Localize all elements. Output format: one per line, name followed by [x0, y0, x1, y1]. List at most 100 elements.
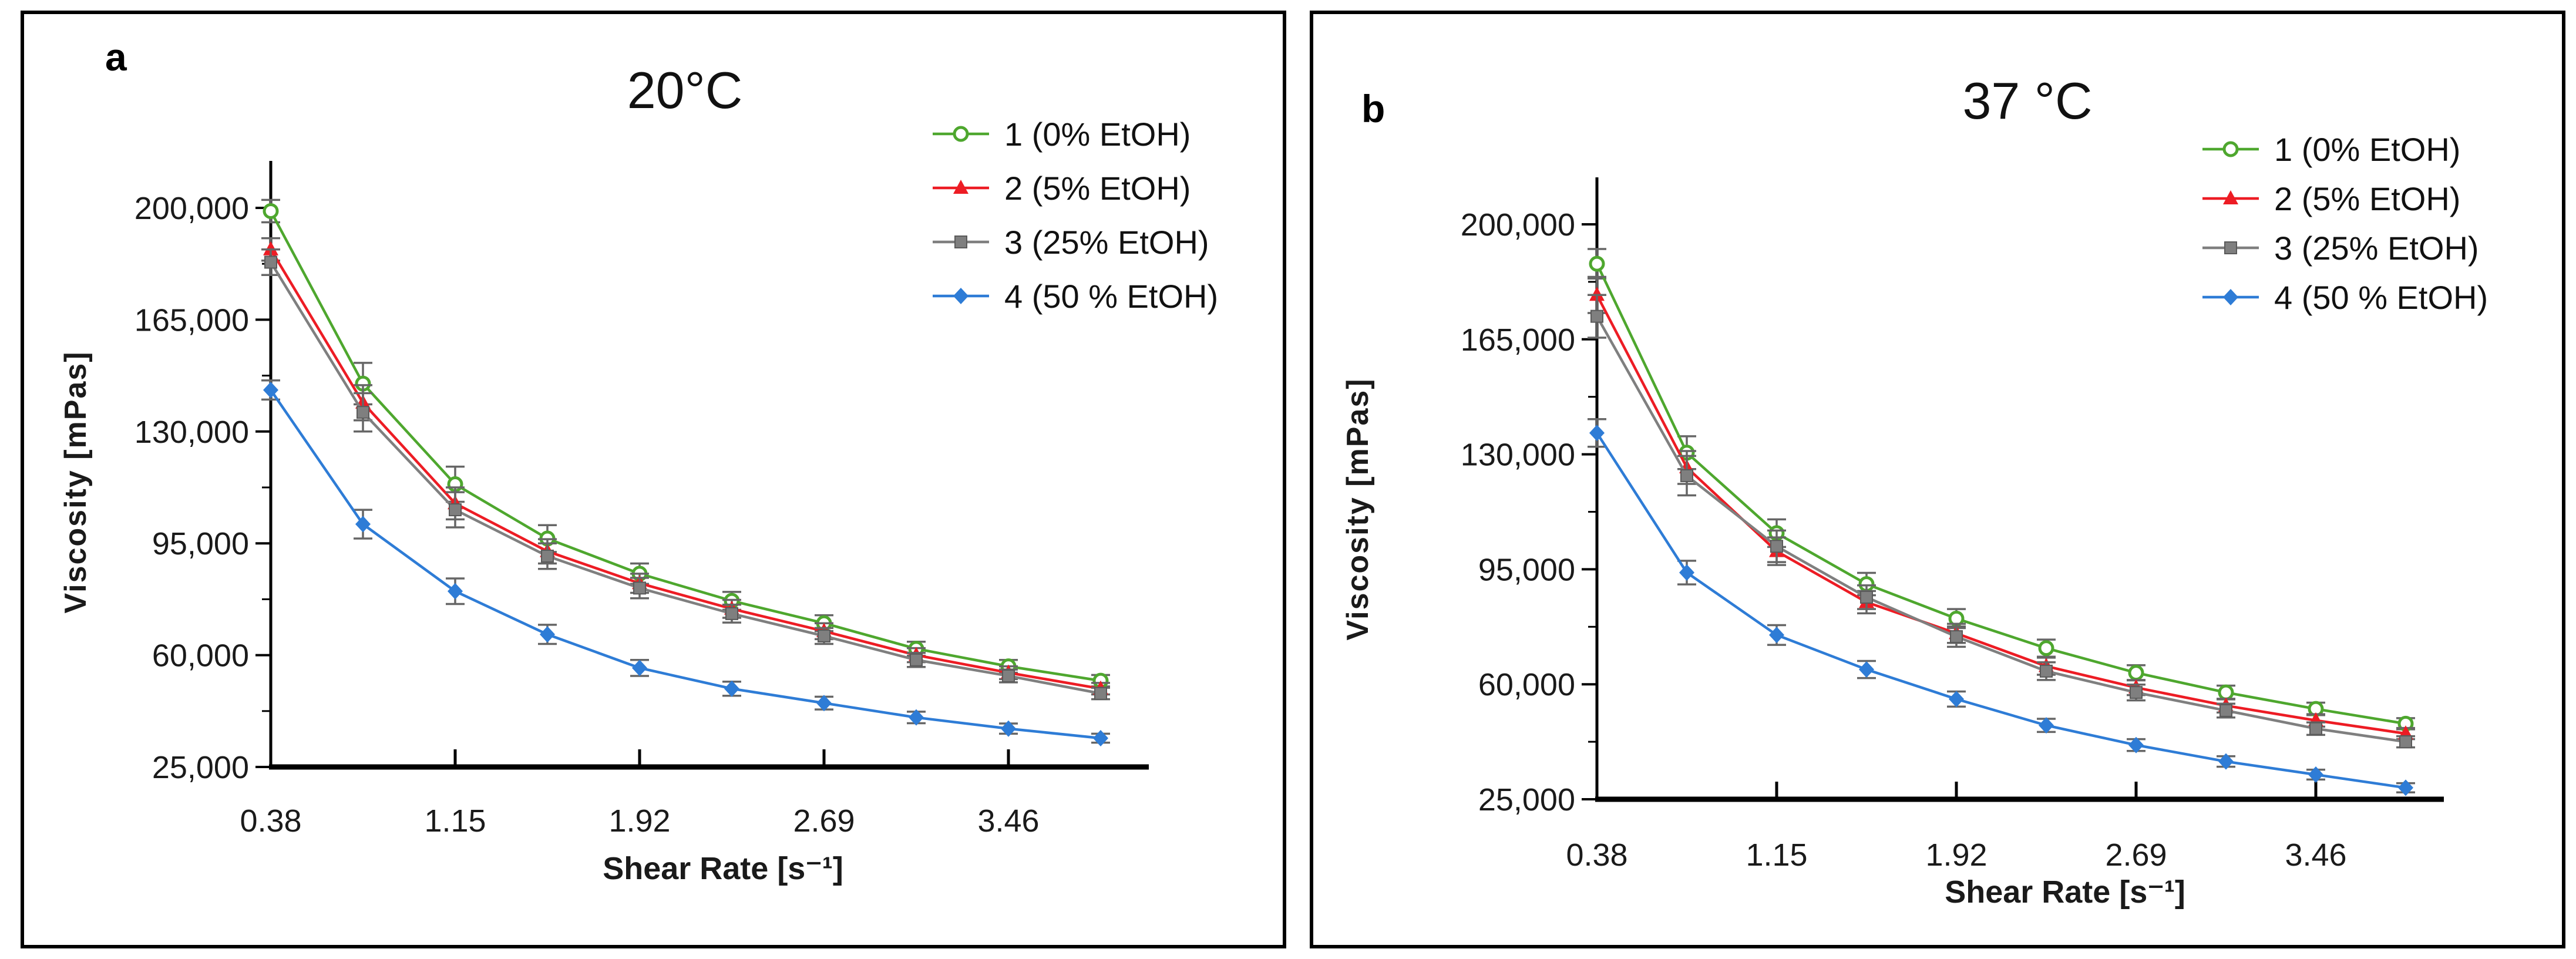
legend-37c: 1 (0% EtOH) 2 (5% EtOH) 3 (25% EtOH) 4 (50 … [2201, 124, 2488, 322]
data-point-marker [2222, 141, 2239, 157]
y-tick-label: 130,000 [1461, 438, 1575, 473]
data-point-marker [1094, 687, 1107, 700]
x-axis-label-20c: Shear Rate [s⁻¹] [603, 851, 843, 886]
data-point-marker [2128, 736, 2144, 753]
series-3-25-etoh- [261, 248, 1110, 701]
legend-20c: 1 (0% EtOH) 2 (5% EtOH) 3 (25% EtOH) 4 (50 … [931, 107, 1218, 323]
panel-37c: 25,000 60,000 95,000 130,000 165,000 200,000 0… [1310, 11, 2565, 948]
data-point-marker [2308, 766, 2323, 783]
data-point-marker [2223, 190, 2238, 204]
data-point-marker [816, 695, 832, 712]
data-point-marker [818, 629, 830, 642]
x-tick-label: 0.38 [240, 803, 301, 839]
y-tick-label: 95,000 [152, 526, 249, 561]
legend-label: 4 (50 % EtOH) [2274, 278, 2488, 316]
legend-item: 4 (50 % EtOH) [2201, 272, 2488, 322]
series-line [270, 261, 1101, 695]
panel-letter-a: a [105, 35, 127, 79]
legend-item: 1 (0% EtOH) [2201, 124, 2488, 174]
chart-canvas-20c: 25,000 60,000 95,000 130,000 165,000 200,000 0… [134, 161, 1149, 839]
data-point-marker [263, 203, 279, 219]
x-tick-label: 1.92 [1925, 837, 1987, 873]
legend-item: 1 (0% EtOH) [931, 107, 1218, 161]
data-point-marker [2219, 704, 2232, 717]
series-line [1595, 263, 2406, 725]
data-point-marker [633, 581, 646, 595]
x-axis-label-37c: Shear Rate [s⁻¹] [1945, 874, 2185, 910]
legend-label: 1 (0% EtOH) [2274, 130, 2461, 168]
y-tick-label: 200,000 [134, 191, 249, 226]
legend-label: 2 (5% EtOH) [2274, 180, 2461, 217]
series-line [1596, 432, 2406, 789]
legend-marker-icon [2202, 190, 2259, 204]
data-point-marker [540, 626, 555, 643]
x-tick-label: 3.46 [977, 803, 1039, 839]
data-point-marker [263, 241, 278, 255]
data-point-marker [448, 583, 463, 600]
y-tick-label: 165,000 [1461, 322, 1575, 358]
data-point-marker [357, 406, 369, 419]
data-point-marker [1680, 469, 1693, 482]
data-point-marker [2040, 664, 2053, 678]
data-point-marker [2223, 289, 2238, 305]
x-tick-label: 2.69 [2105, 837, 2167, 873]
data-point-marker [2399, 735, 2412, 749]
data-point-marker [909, 709, 924, 726]
series-4-50-etoh- [261, 379, 1110, 747]
data-point-marker [725, 607, 738, 620]
panel-letter-b: b [1361, 87, 1385, 130]
data-point-marker [1589, 255, 1605, 272]
y-tick-label: 60,000 [1478, 667, 1575, 702]
series-line [1596, 294, 2406, 735]
y-tick-label: 130,000 [134, 415, 249, 450]
x-tick-label: 1.15 [424, 803, 486, 839]
legend-label: 4 (50 % EtOH) [1004, 277, 1219, 315]
series-line [270, 210, 1101, 682]
legend-marker-icon [933, 288, 989, 304]
data-point-marker [2038, 640, 2054, 657]
data-point-marker [1769, 627, 1784, 644]
y-tick-label: 95,000 [1478, 552, 1575, 587]
data-point-marker [2039, 717, 2054, 734]
data-point-marker [1950, 630, 1963, 644]
data-point-marker [910, 653, 923, 667]
chart-canvas-37c: 25,000 60,000 95,000 130,000 165,000 200,000 0… [1461, 177, 2444, 873]
data-point-marker [2309, 722, 2322, 735]
data-point-marker [953, 180, 968, 194]
data-point-marker [953, 288, 968, 304]
data-point-marker [1589, 425, 1605, 442]
chart-title-37c: 37 °C [1962, 72, 2093, 130]
data-point-marker [2130, 686, 2143, 699]
data-point-marker [2128, 665, 2144, 681]
legend-marker-icon [933, 235, 989, 248]
legend-label: 2 (5% EtOH) [1004, 169, 1191, 207]
data-point-marker [1001, 720, 1016, 737]
x-tick-label: 1.15 [1746, 837, 1807, 873]
legend-label: 3 (25% EtOH) [2274, 229, 2479, 267]
data-point-marker [449, 503, 462, 517]
data-point-marker [1589, 287, 1605, 301]
data-point-marker [1859, 661, 1874, 678]
x-tick-label: 1.92 [608, 803, 670, 839]
data-point-marker [1770, 540, 1783, 553]
series-4-50-etoh- [1588, 418, 2415, 796]
x-tick-label: 0.38 [1566, 837, 1627, 873]
y-tick-label: 60,000 [152, 638, 249, 674]
panel-20c: 25,000 60,000 95,000 130,000 165,000 200,000 0… [21, 11, 1286, 948]
data-point-marker [1860, 590, 1873, 604]
series-line [1596, 315, 2406, 743]
legend-item: 2 (5% EtOH) [2201, 174, 2488, 223]
legend-marker-icon [933, 180, 989, 194]
y-axis-label-20c: Viscosity [mPas] [59, 351, 93, 614]
y-tick-label: 165,000 [134, 302, 249, 338]
data-point-marker [263, 382, 278, 399]
legend-marker-icon [2202, 289, 2259, 305]
legend-item: 4 (50 % EtOH) [931, 269, 1218, 323]
y-tick-label: 25,000 [152, 750, 249, 785]
series-2-5-etoh- [1588, 275, 2415, 741]
data-point-marker [954, 235, 967, 248]
data-point-marker [2218, 684, 2234, 701]
legend-item: 3 (25% EtOH) [931, 215, 1218, 269]
data-point-marker [264, 255, 277, 269]
data-point-marker [1949, 691, 1964, 708]
